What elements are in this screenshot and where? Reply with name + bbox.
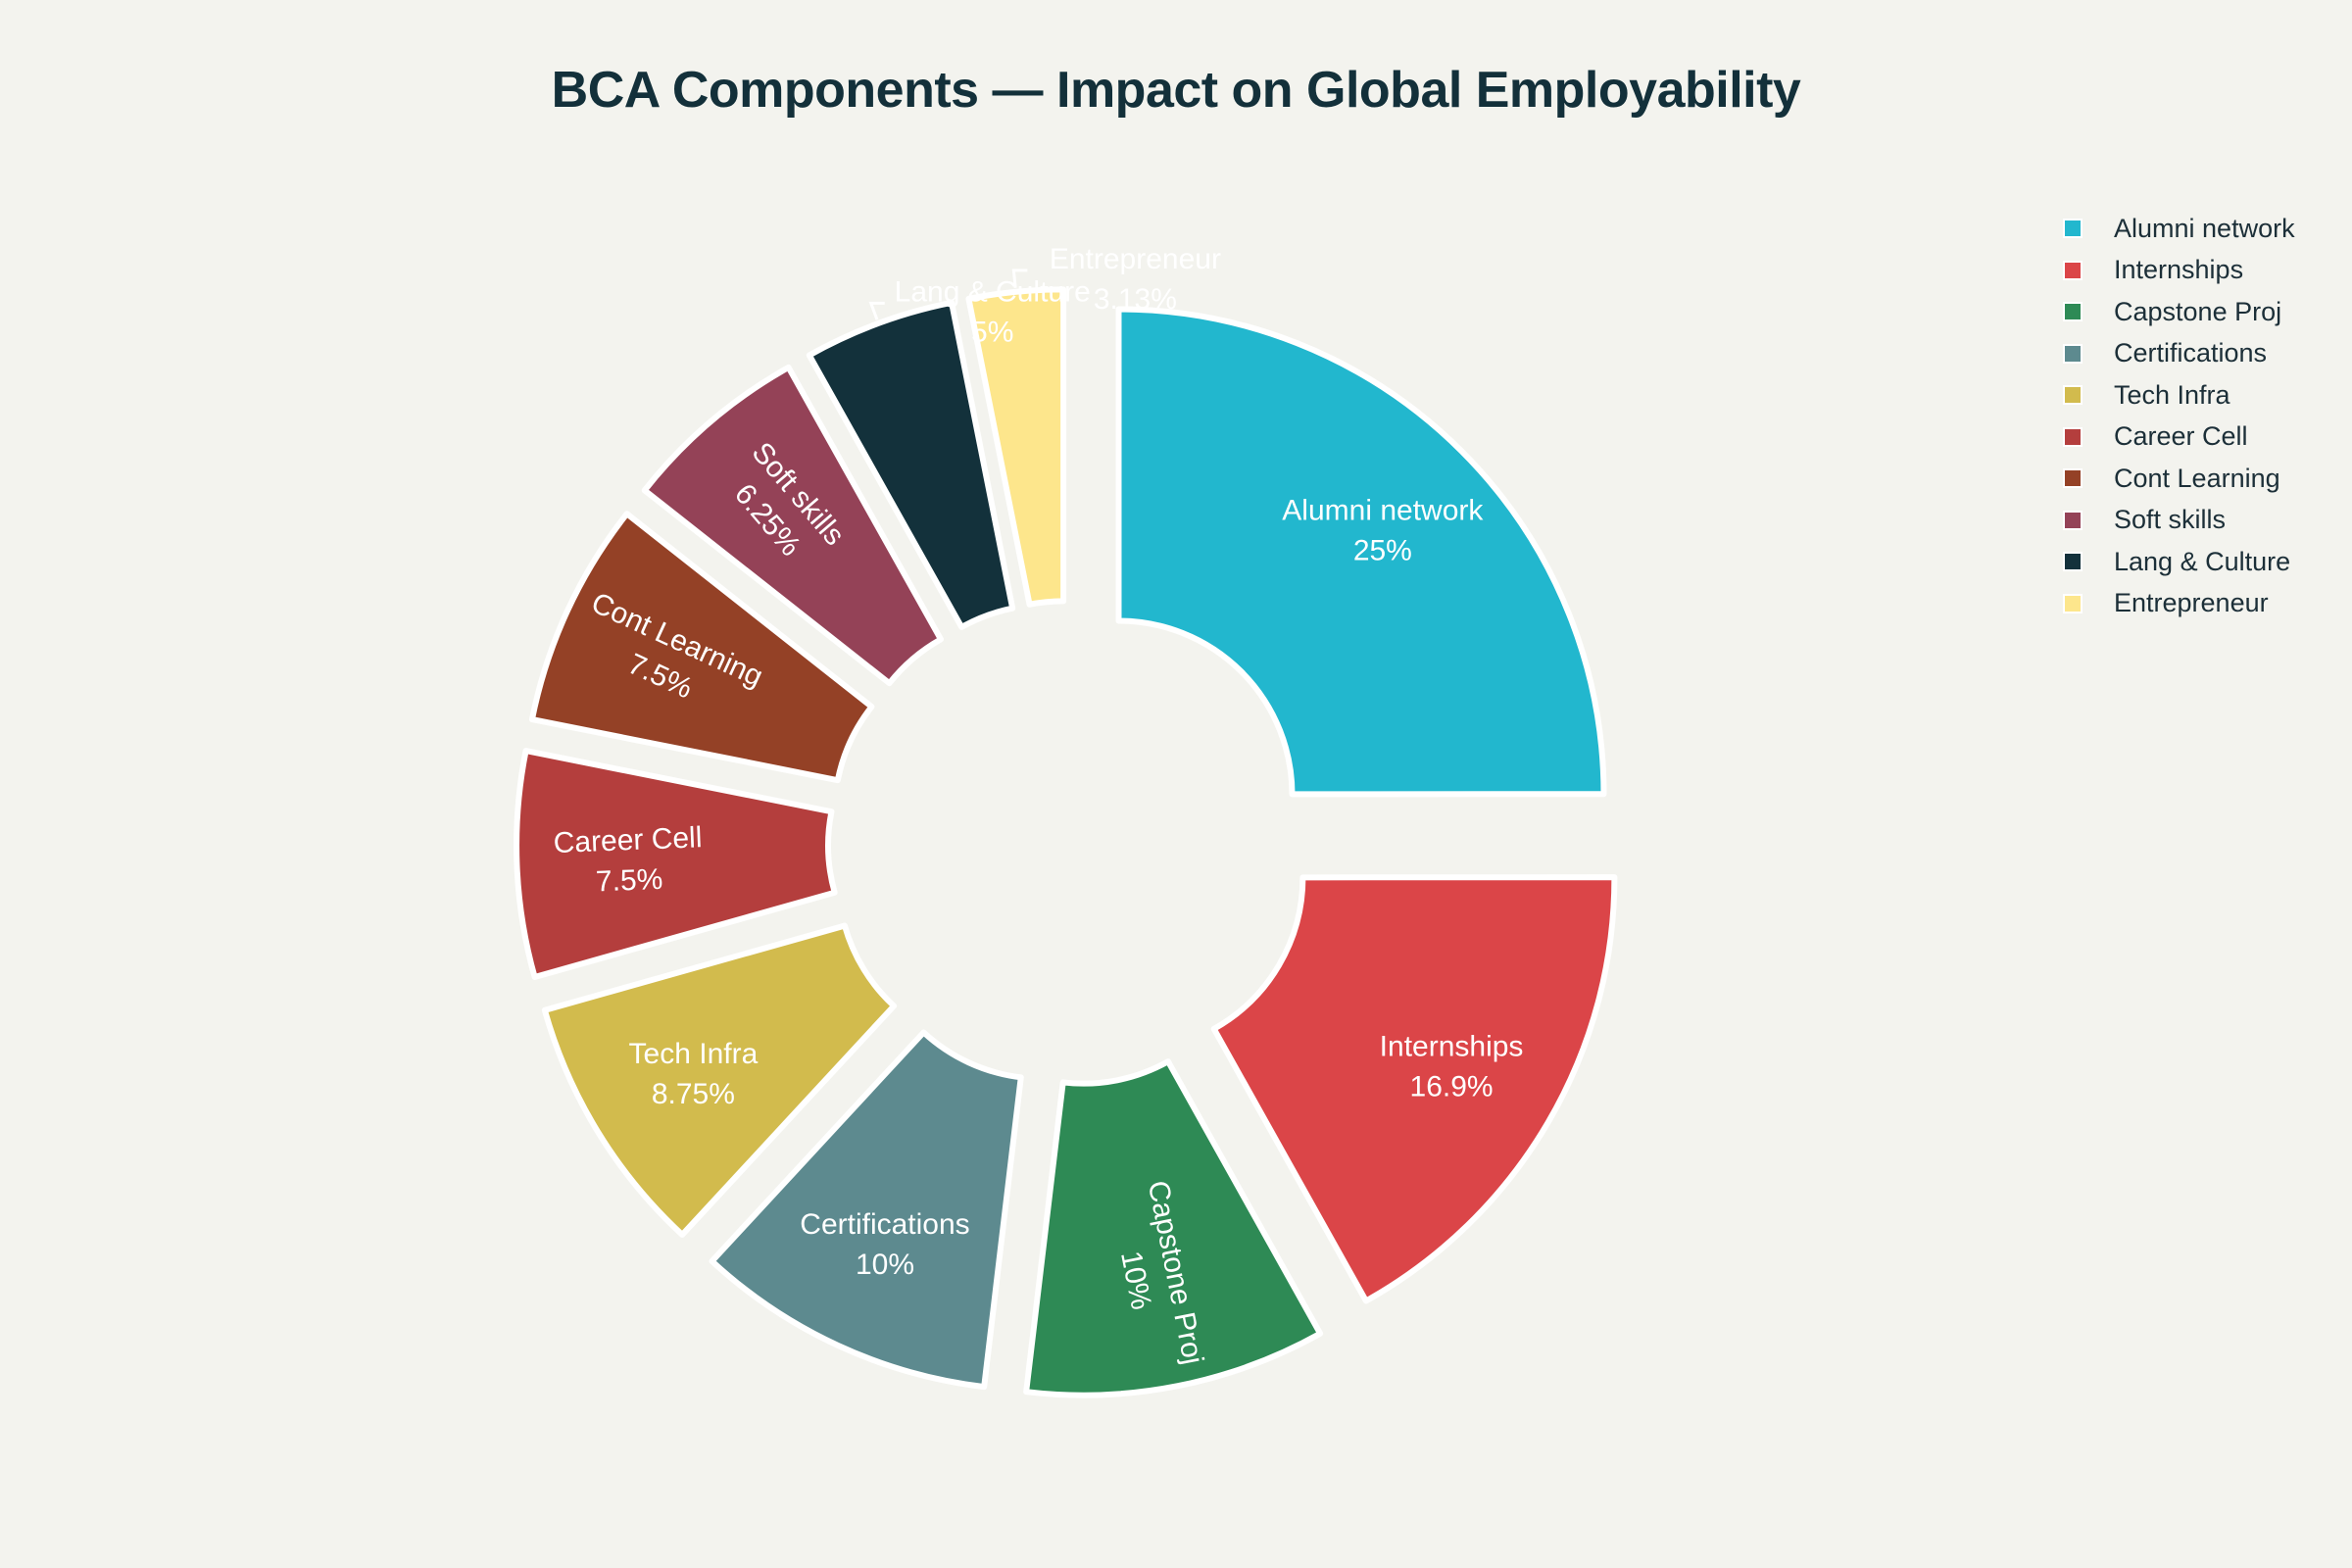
slice-label-certifications: Certifications 10% (800, 1208, 969, 1281)
pie-slice-lang-and-culture[interactable] (806, 299, 1016, 630)
slice-label-percent: 16.9% (1410, 1071, 1494, 1103)
slice-label-percent: 7.5% (595, 863, 663, 899)
legend-item-internships[interactable]: Internships (2063, 250, 2295, 292)
legend-label: Internships (2114, 255, 2244, 285)
legend-item-cont-learning[interactable]: Cont Learning (2063, 458, 2295, 500)
legend-item-alumni-network[interactable]: Alumni network (2063, 208, 2295, 250)
legend-swatch (2063, 426, 2082, 447)
slice-label-percent: 8.75% (652, 1078, 735, 1110)
legend-item-tech-infra[interactable]: Tech Infra (2063, 374, 2295, 416)
pie-slice-alumni-network[interactable] (1115, 306, 1607, 798)
legend-swatch (2063, 468, 2082, 489)
slice-label-name: Career Cell (553, 821, 703, 859)
legend: Alumni network Internships Capstone Proj Ce… (2063, 208, 2295, 624)
chart-title: BCA Components — Impact on Global Employ… (551, 62, 1801, 119)
legend-swatch (2063, 593, 2082, 613)
legend-item-entrepreneur[interactable]: Entrepreneur (2063, 583, 2295, 625)
legend-swatch (2063, 552, 2082, 572)
slice-label-name: Entrepreneur (1050, 243, 1221, 275)
pie-slice-certifications[interactable] (709, 1029, 1024, 1391)
legend-swatch (2063, 343, 2082, 364)
legend-swatch (2063, 219, 2082, 239)
legend-swatch (2063, 510, 2082, 530)
slice-label-career-cell: Career Cell 7.5% (553, 821, 704, 900)
slice-label-percent: 25% (1353, 535, 1412, 567)
slice-label-percent: 5% (971, 316, 1013, 348)
legend-label: Tech Infra (2114, 379, 2230, 410)
legend-label: Soft skills (2114, 505, 2227, 535)
legend-item-capstone-proj[interactable]: Capstone Proj (2063, 291, 2295, 333)
pie-slice-entrepreneur[interactable] (965, 286, 1067, 608)
legend-item-career-cell[interactable]: Career Cell (2063, 416, 2295, 459)
leader-line-lang-and-culture (868, 301, 885, 320)
pie-slice-capstone-proj[interactable] (1023, 1058, 1324, 1398)
legend-label: Lang & Culture (2114, 546, 2291, 576)
legend-swatch (2063, 302, 2082, 322)
legend-label: Certifications (2114, 338, 2268, 368)
pie-slice-tech-infra[interactable] (541, 922, 898, 1238)
slice-label-percent: 10% (856, 1249, 914, 1281)
slice-label-alumni-network: Alumni network 25% (1282, 495, 1484, 567)
slice-label-lang-and-culture: Lang & Culture 5% (895, 275, 1091, 348)
pie-slice-soft-skills[interactable] (641, 364, 945, 687)
legend-item-certifications[interactable]: Certifications (2063, 333, 2295, 375)
legend-label: Career Cell (2114, 421, 2248, 452)
slice-label-tech-infra: Tech Infra 8.75% (629, 1038, 759, 1110)
slice-label-name: Tech Infra (629, 1038, 759, 1070)
legend-label: Capstone Proj (2114, 296, 2282, 326)
legend-label: Cont Learning (2114, 463, 2280, 493)
slice-label-percent: 3.13% (1094, 283, 1177, 316)
legend-swatch (2063, 385, 2082, 406)
legend-label: Entrepreneur (2114, 588, 2269, 618)
legend-item-soft-skills[interactable]: Soft skills (2063, 500, 2295, 542)
slice-label-internships: Internships 16.9% (1380, 1031, 1524, 1103)
pie-slice-cont-learning[interactable] (528, 511, 875, 784)
slice-label-name: Certifications (800, 1208, 969, 1241)
slice-label-name: Alumni network (1282, 495, 1484, 527)
slice-label-name: Internships (1380, 1031, 1524, 1063)
slice-label-entrepreneur: Entrepreneur 3.13% (1050, 243, 1221, 316)
pie-slice-career-cell[interactable] (514, 748, 838, 980)
slice-label-name: Lang & Culture (895, 275, 1091, 308)
pie-slice-internships[interactable] (1210, 874, 1618, 1304)
legend-label: Alumni network (2114, 213, 2295, 243)
legend-swatch (2063, 260, 2082, 280)
legend-item-lang-and-culture[interactable]: Lang & Culture (2063, 541, 2295, 583)
leader-line-entrepreneur (1011, 269, 1028, 288)
